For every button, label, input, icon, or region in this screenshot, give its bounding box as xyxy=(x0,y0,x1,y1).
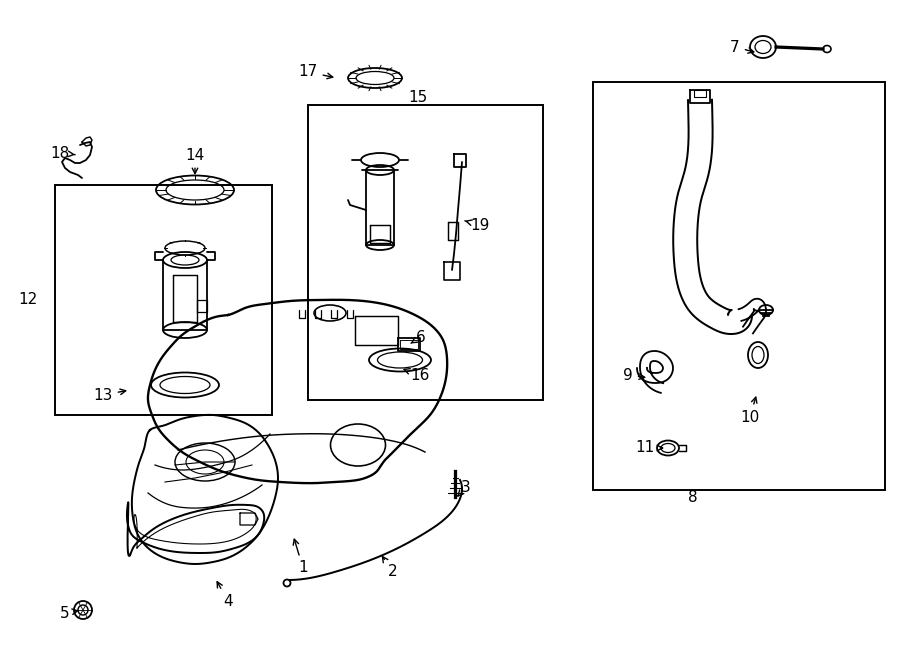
Text: 10: 10 xyxy=(741,397,760,424)
Text: 9: 9 xyxy=(623,368,644,383)
Text: 3: 3 xyxy=(458,479,471,496)
Text: 1: 1 xyxy=(293,539,308,576)
Text: 14: 14 xyxy=(185,147,204,174)
Text: 8: 8 xyxy=(688,490,698,504)
Text: 2: 2 xyxy=(382,557,398,580)
Text: 4: 4 xyxy=(217,582,233,609)
Text: 5: 5 xyxy=(60,605,77,621)
Bar xyxy=(55,185,272,415)
Text: 7: 7 xyxy=(730,40,754,54)
Text: 16: 16 xyxy=(404,368,429,383)
Text: 18: 18 xyxy=(50,145,76,161)
Text: 15: 15 xyxy=(409,89,428,104)
Text: 13: 13 xyxy=(94,387,126,403)
Text: 6: 6 xyxy=(411,329,426,344)
Text: 19: 19 xyxy=(465,217,490,233)
Text: 11: 11 xyxy=(635,440,662,455)
Text: 12: 12 xyxy=(18,293,38,307)
Bar xyxy=(308,105,543,400)
Text: 17: 17 xyxy=(299,65,333,79)
Bar xyxy=(593,82,885,490)
